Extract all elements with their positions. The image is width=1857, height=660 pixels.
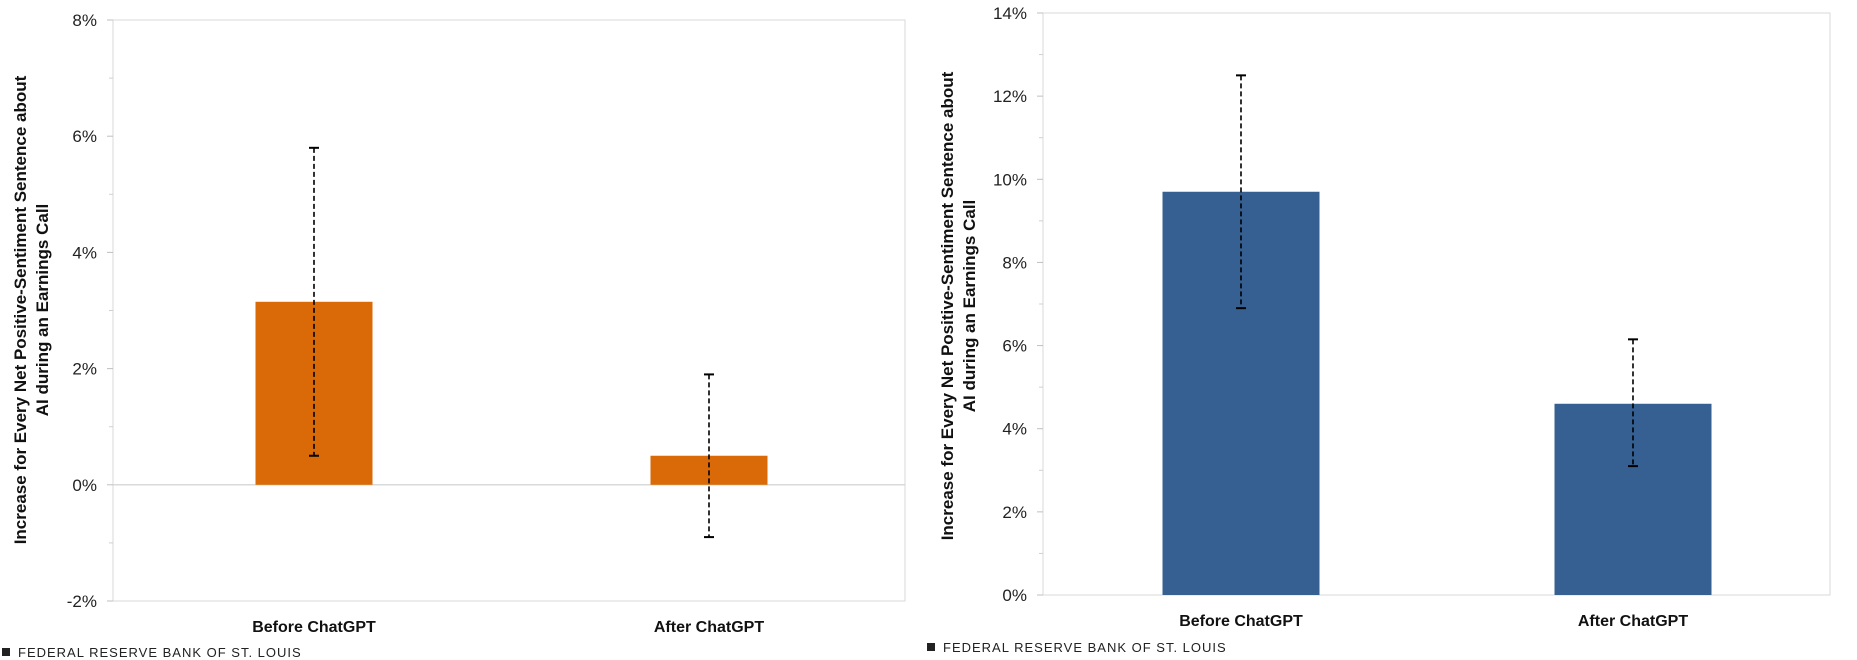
y-tick-label: 6% [1002, 337, 1027, 356]
bar-before-chatgpt [255, 301, 373, 485]
y-tick-label: 2% [1002, 503, 1027, 522]
plot-area-frame [112, 19, 906, 602]
y-tick-label: 14% [993, 4, 1027, 23]
y-axis-title-line: AI during an Earnings Call [33, 204, 52, 417]
y-tick-label: 0% [1002, 586, 1027, 605]
y-tick-label: 2% [72, 360, 97, 379]
y-tick-label: 4% [72, 243, 97, 262]
y-tick-label: 0% [72, 476, 97, 495]
y-tick-label: 6% [72, 127, 97, 146]
y-tick-label: 4% [1002, 420, 1027, 439]
bar-after-chatgpt [1554, 403, 1712, 595]
source-attribution-left: FEDERAL RESERVE BANK OF ST. LOUIS [2, 645, 302, 660]
source-label-left: FEDERAL RESERVE BANK OF ST. LOUIS [18, 645, 302, 660]
x-category-label: After ChatGPT [1578, 613, 1688, 630]
x-category-label: Before ChatGPT [252, 619, 376, 636]
plot-area-frame [1042, 12, 1831, 596]
y-axis-title-line: Increase for Every Net Positive-Sentimen… [11, 75, 30, 544]
y-axis-title: Increase for Every Net Positive-Sentimen… [11, 75, 52, 544]
square-bullet-icon [2, 648, 10, 656]
y-tick-label: -2% [67, 592, 97, 611]
y-tick-label: 8% [72, 11, 97, 30]
bar-before-chatgpt [1162, 191, 1320, 595]
chart-before-after-left: -2% 0% 2% 4% 6% 8% Before ChatGPT After ChatGPT… [11, 11, 906, 636]
x-category-label: After ChatGPT [654, 619, 764, 636]
y-tick-label: 10% [993, 170, 1027, 189]
y-axis-title-line: AI during an Earnings Call [960, 200, 979, 413]
source-attribution-right: FEDERAL RESERVE BANK OF ST. LOUIS [927, 640, 1227, 655]
y-tick-label: 8% [1002, 253, 1027, 272]
y-axis-title-line: Increase for Every Net Positive-Sentimen… [938, 71, 957, 540]
source-label-right: FEDERAL RESERVE BANK OF ST. LOUIS [943, 640, 1227, 655]
y-axis-title: Increase for Every Net Positive-Sentimen… [938, 71, 979, 540]
square-bullet-icon [927, 643, 935, 651]
chart-before-after-right: 0% 2% 4% 6% 8% 10% 12% 14% Before ChatGPT After C… [938, 4, 1831, 630]
y-tick-label: 12% [993, 87, 1027, 106]
x-category-label: Before ChatGPT [1179, 613, 1303, 630]
